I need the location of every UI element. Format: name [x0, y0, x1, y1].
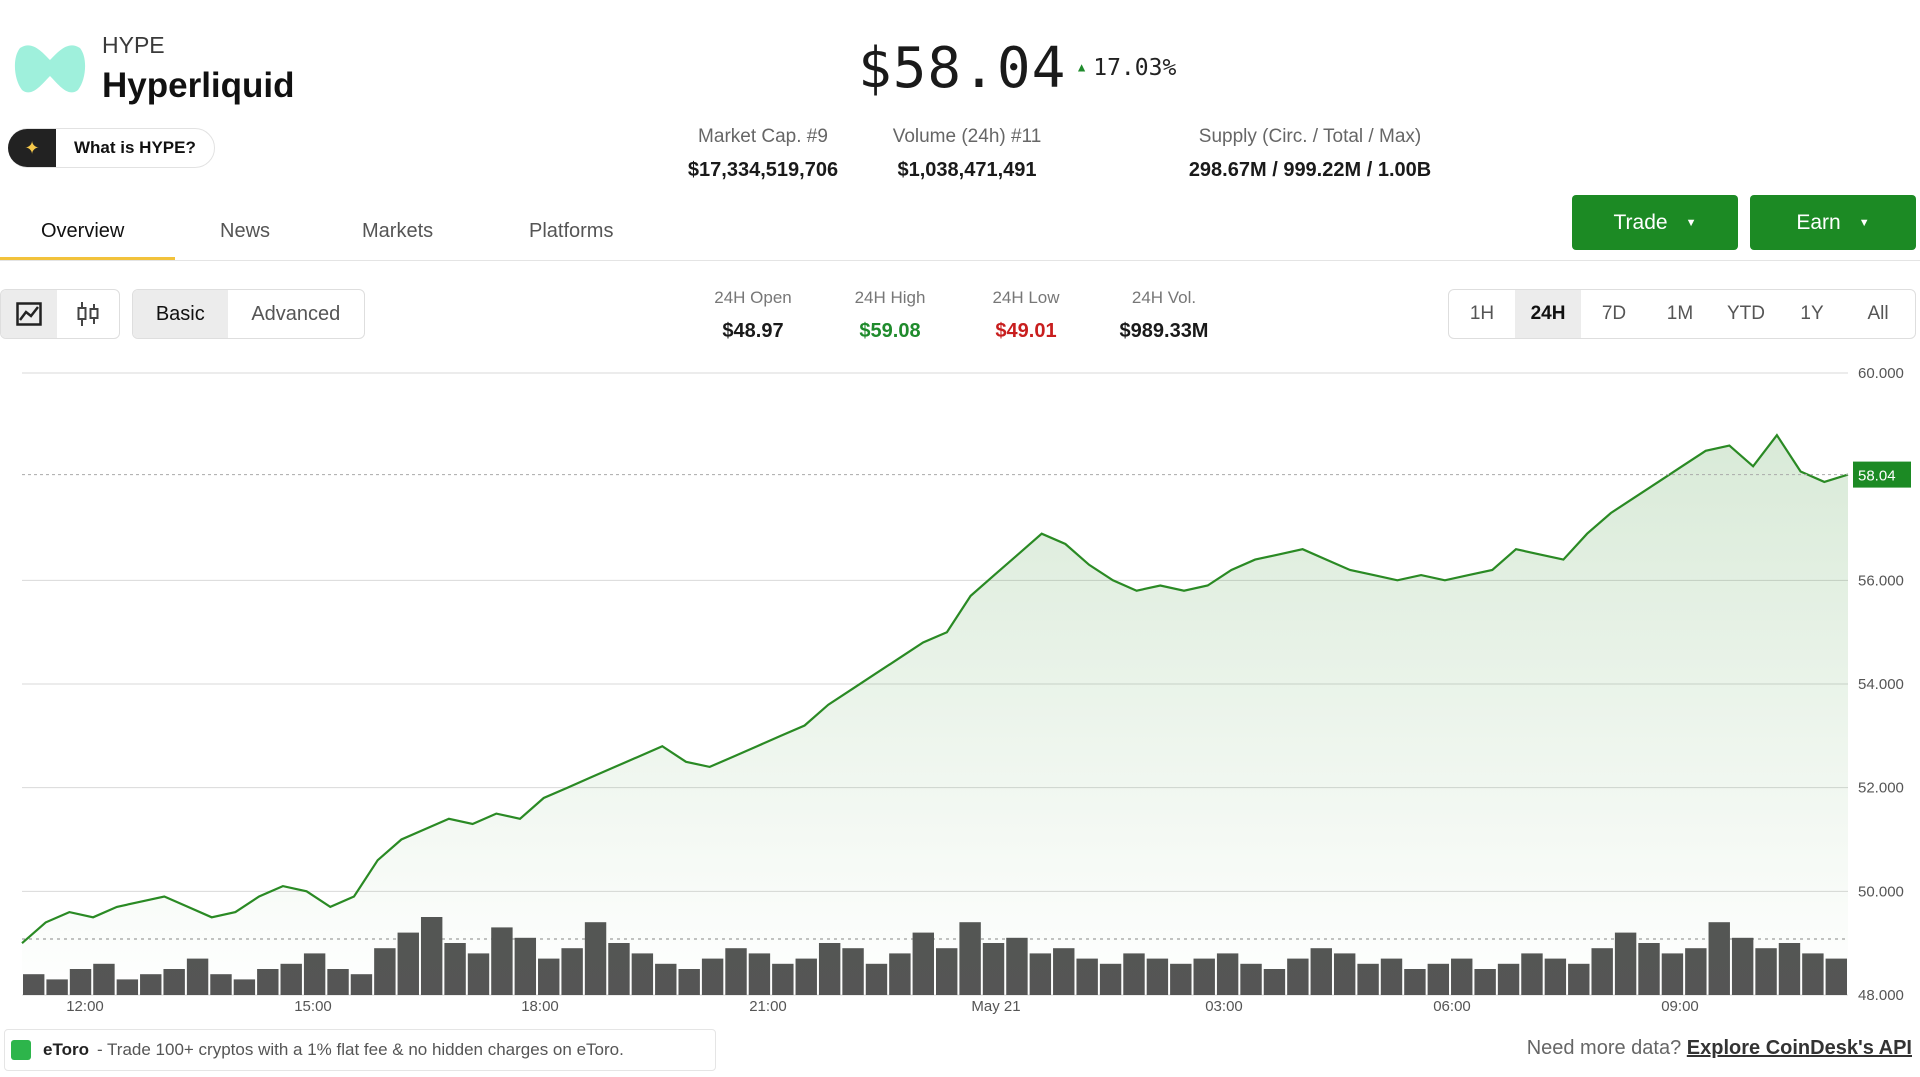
vol24h-value: $989.33M [1119, 320, 1209, 342]
explore-api-link[interactable]: Explore CoinDesk's API [1686, 1037, 1912, 1059]
ad-text: - Trade 100+ cryptos with a 1% flat fee … [96, 1040, 624, 1059]
volume-label: Volume (24h) #11 [892, 126, 1042, 147]
market-cap-stat: Market Cap. #9 $17,334,519,706 [568, 126, 958, 182]
chart-type-toggle [0, 289, 120, 339]
range-ytd[interactable]: YTD [1727, 303, 1765, 324]
trade-label: Trade [1613, 210, 1668, 234]
x-tick-label: 15:00 [294, 998, 332, 1015]
earn-button[interactable]: Earn ▼ [1750, 195, 1916, 250]
ad-brand: eToro [43, 1040, 89, 1059]
current-price-tag [1853, 461, 1911, 488]
price-change: ▲ 17.03% [1078, 55, 1176, 81]
line-chart-button[interactable] [1, 290, 57, 338]
basic-mode-button[interactable]: Basic [133, 290, 228, 338]
y-tick-label: 50.000 [1858, 883, 1904, 900]
open-stat: 24H Open $48.97 [693, 288, 813, 343]
section-tabs: Overview News Markets Platforms [0, 216, 1920, 261]
tab-news[interactable]: News [220, 220, 271, 242]
x-tick-label: 12:00 [66, 998, 104, 1015]
x-tick-label: 09:00 [1661, 998, 1699, 1015]
low-label: 24H Low [992, 288, 1060, 307]
low-stat: 24H Low $49.01 [966, 288, 1086, 343]
market-cap-label: Market Cap. #9 [698, 126, 828, 147]
x-tick-label: 03:00 [1205, 998, 1243, 1015]
x-tick-label: 18:00 [521, 998, 559, 1015]
range-1m[interactable]: 1M [1666, 303, 1694, 324]
coin-symbol: HYPE [102, 32, 165, 58]
current-price: $58.04 [858, 36, 1067, 101]
sparkle-icon: ✦ [8, 129, 56, 167]
what-is-hype-label: What is HYPE? [74, 138, 196, 157]
supply-label: Supply (Circ. / Total / Max) [1198, 126, 1422, 147]
x-tick-label: 06:00 [1433, 998, 1471, 1015]
high-stat: 24H High $59.08 [830, 288, 950, 343]
supply-value: 298.67M / 999.22M / 1.00B [1188, 159, 1432, 181]
active-tab-underline [0, 257, 175, 260]
what-is-hype-button[interactable]: ✦ What is HYPE? [8, 128, 215, 168]
high-value: $59.08 [859, 320, 921, 342]
up-triangle-icon: ▲ [1078, 60, 1086, 74]
tab-overview[interactable]: Overview [41, 220, 125, 242]
current-price-label: 58.04 [1858, 468, 1896, 485]
candlestick-chart-button[interactable] [57, 290, 119, 338]
tab-platforms[interactable]: Platforms [529, 220, 614, 242]
api-promo: Need more data? Explore CoinDesk's API [1527, 1037, 1912, 1060]
price-chart[interactable]: 60.000 56.000 54.000 52.000 50.000 48.000 58.0… [0, 355, 1920, 1020]
open-label: 24H Open [714, 288, 792, 307]
price-area [22, 435, 1848, 995]
y-tick-label: 52.000 [1858, 780, 1904, 797]
time-range-selector: 1H 24H 7D 1M YTD 1Y All [1448, 289, 1916, 339]
high-label: 24H High [854, 288, 926, 307]
trade-button[interactable]: Trade ▼ [1572, 195, 1738, 250]
x-tick-label: 21:00 [749, 998, 787, 1015]
price-change-value: 17.03% [1093, 55, 1177, 81]
y-tick-label: 56.000 [1858, 572, 1904, 589]
earn-label: Earn [1796, 210, 1841, 234]
y-tick-label: 54.000 [1858, 676, 1904, 693]
y-tick-label: 60.000 [1858, 365, 1904, 382]
price-line [21, 433, 1849, 945]
range-1h[interactable]: 1H [1469, 303, 1495, 324]
x-tick-label: May 21 [971, 998, 1020, 1015]
etoro-logo-icon [11, 1040, 31, 1060]
range-all[interactable]: All [1867, 303, 1889, 324]
chart-mode-toggle: Basic Advanced [132, 289, 365, 339]
line-chart-icon [16, 302, 42, 326]
volume24h-stat: 24H Vol. $989.33M [1094, 288, 1234, 343]
caret-down-icon: ▼ [1685, 216, 1697, 229]
vol24h-label: 24H Vol. [1131, 288, 1197, 307]
range-1y[interactable]: 1Y [1800, 303, 1824, 324]
caret-down-icon: ▼ [1858, 216, 1870, 229]
supply-stat: Supply (Circ. / Total / Max) 298.67M / 9… [1100, 126, 1520, 182]
volume-value: $1,038,471,491 [897, 159, 1037, 181]
hyperliquid-logo-icon [14, 45, 86, 93]
market-cap-value: $17,334,519,706 [687, 159, 839, 181]
candlestick-icon [77, 302, 99, 326]
advanced-mode-button[interactable]: Advanced [251, 302, 341, 325]
api-prefix: Need more data? [1526, 1037, 1682, 1059]
low-value: $49.01 [995, 320, 1057, 342]
coin-name: Hyperliquid [102, 66, 295, 105]
open-value: $48.97 [722, 320, 784, 342]
range-24h[interactable]: 24H [1515, 290, 1581, 338]
y-tick-label: 48.000 [1858, 987, 1904, 1004]
range-7d[interactable]: 7D [1601, 303, 1627, 324]
volume-stat: Volume (24h) #11 $1,038,471,491 [822, 126, 1112, 182]
tab-markets[interactable]: Markets [362, 220, 434, 242]
etoro-ad-banner[interactable]: eToro - Trade 100+ cryptos with a 1% fla… [4, 1029, 716, 1071]
